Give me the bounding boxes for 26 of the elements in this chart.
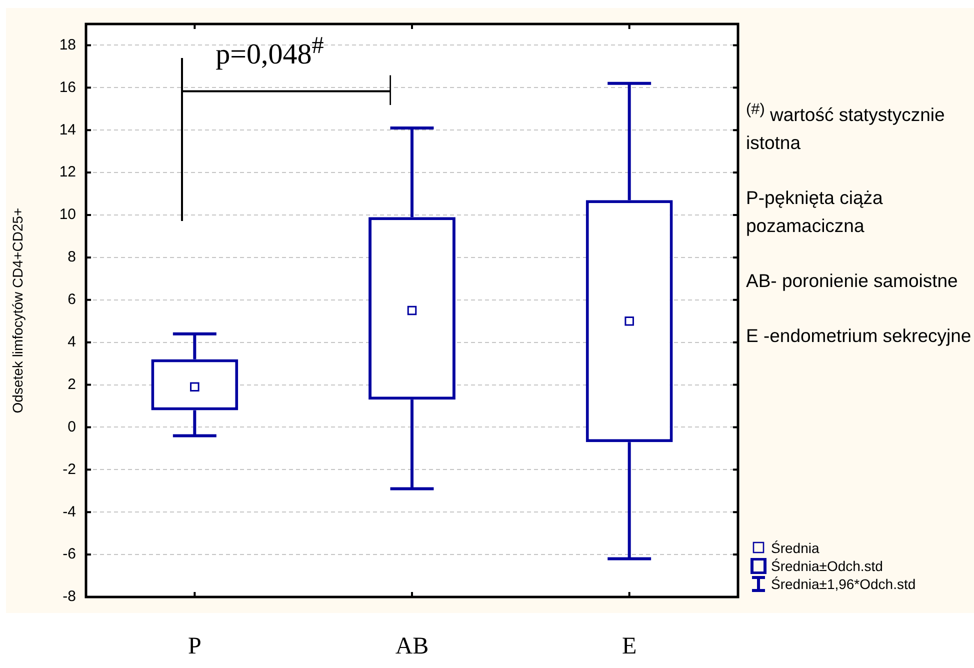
text: AB- poronienie samoistne <box>746 269 959 294</box>
y-tick-label: 12 <box>59 164 76 181</box>
y-tick-label: 16 <box>59 78 76 96</box>
y-tick-label: 0 <box>68 418 76 436</box>
x-tick-label: E <box>622 634 637 660</box>
text: P-pęknięta ciąża pozamaciczna <box>746 186 884 238</box>
y-tick-label: -4 <box>62 503 76 520</box>
text: Średnia±Odch.std <box>771 557 883 575</box>
y-axis-title: Odsetek limfocytów CD4+CD25+ <box>9 208 26 414</box>
y-tick-label: 14 <box>59 121 76 138</box>
y-tick-label: 6 <box>68 291 76 308</box>
text: Średnia±1,96*Odch.std <box>771 575 916 593</box>
text: $^{(#)}$ wartość statystycznie istotna <box>746 100 946 156</box>
y-tick-label: 18 <box>59 36 76 54</box>
y-tick-label: 4 <box>68 333 76 350</box>
text: Średnia <box>771 539 820 557</box>
y-tick-label: -6 <box>62 546 76 563</box>
text: E -endometrium sekrecyjne <box>746 324 972 348</box>
x-tick-label: AB <box>395 634 429 660</box>
x-tick-label: P <box>188 634 202 660</box>
y-tick-label: 8 <box>68 248 76 266</box>
y-tick-label: -2 <box>62 460 76 478</box>
y-tick-label: 10 <box>59 206 76 224</box>
y-tick-label: 2 <box>68 376 76 393</box>
annotation: p=0,048$^{#}$ <box>216 32 324 72</box>
y-tick-label: -8 <box>62 588 76 606</box>
